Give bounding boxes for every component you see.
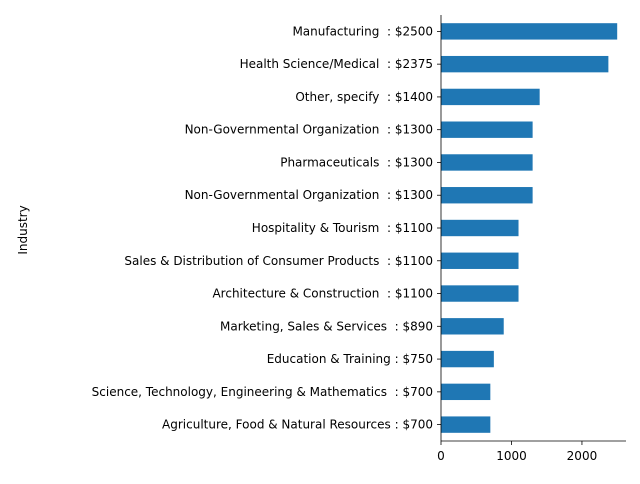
y-axis-label: Industry [16, 205, 30, 254]
y-tick-label: Education & Training : $750 [267, 352, 433, 366]
x-ticks: 0 1000 2000 [437, 441, 597, 463]
bar [441, 154, 533, 171]
bar [441, 318, 504, 335]
y-tick-label: Health Science/Medical : $2375 [240, 57, 433, 71]
y-tick-label: Agriculture, Food & Natural Resources : … [162, 418, 433, 432]
y-tick-label: Science, Technology, Engineering & Mathe… [92, 385, 433, 399]
y-tick-label: Manufacturing : $2500 [292, 24, 433, 38]
bar [441, 187, 533, 204]
bar [441, 23, 618, 40]
bar [441, 350, 494, 368]
y-tick-label: Architecture & Construction : $1100 [212, 287, 433, 301]
bars-group [441, 23, 618, 433]
x-tick-label: 1000 [496, 449, 527, 463]
bar [441, 383, 491, 401]
axes-spines [440, 15, 626, 442]
y-tick-label: Non-Governmental Organization : $1300 [185, 188, 433, 202]
bar [441, 219, 519, 237]
y-tick-label: Hospitality & Tourism : $1100 [252, 221, 433, 235]
y-tick-label: Non-Governmental Organization : $1300 [185, 123, 433, 137]
y-tick-label: Other, specify : $1400 [295, 90, 433, 104]
bar [441, 416, 491, 433]
bar [441, 252, 519, 269]
x-tick-label: 0 [437, 449, 445, 463]
bar [441, 88, 540, 106]
y-ticks: Manufacturing : $2500 Health Science/Medi… [92, 24, 441, 432]
bar [441, 55, 609, 73]
bar [441, 285, 519, 302]
y-tick-label: Pharmaceuticals : $1300 [280, 155, 433, 169]
y-tick-label: Sales & Distribution of Consumer Product… [124, 254, 433, 268]
bar [441, 121, 533, 138]
y-tick-label: Marketing, Sales & Services : $890 [220, 319, 433, 333]
x-tick-label: 2000 [567, 449, 598, 463]
